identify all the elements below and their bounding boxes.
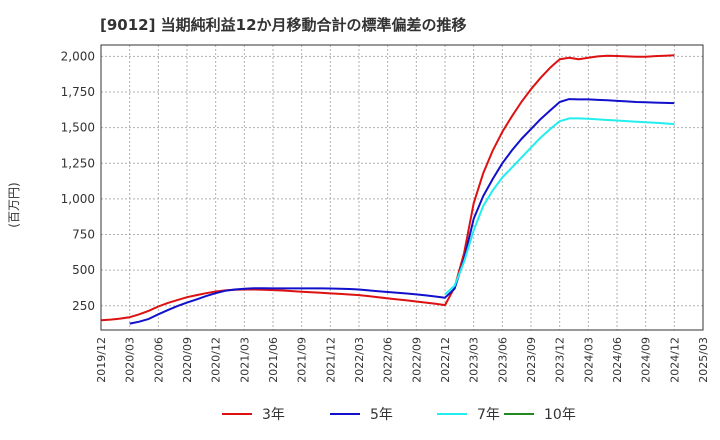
x-tick-label: 2021/06 — [267, 337, 280, 383]
legend-label: 10年 — [544, 407, 576, 423]
x-tick-label: 2023/03 — [468, 337, 481, 383]
grid-layer — [100, 45, 704, 330]
y-tick-label: 1,750 — [61, 85, 95, 99]
series-line-7年 — [444, 117, 675, 296]
y-axis-label: (百万円) — [7, 182, 21, 227]
x-tick-label: 2024/06 — [611, 337, 624, 383]
x-tick-label: 2022/06 — [382, 337, 395, 383]
x-tick-label: 2023/06 — [496, 337, 509, 383]
x-tick-label: 2020/03 — [124, 337, 137, 383]
x-tick-label: 2019/12 — [95, 337, 108, 383]
series-line-3年 — [100, 54, 675, 322]
legend: 3年 5年 7年 10年 — [222, 407, 576, 423]
y-tick-label: 250 — [72, 299, 95, 313]
x-tick-label: 2020/09 — [181, 337, 194, 383]
y-tick-label: 2,000 — [61, 49, 95, 63]
chart-title: [9012] 当期純利益12か月移動合計の標準偏差の推移 — [100, 16, 467, 34]
x-tick-label: 2024/03 — [582, 337, 595, 383]
x-tick-label: 2023/09 — [525, 337, 538, 383]
x-tick-label: 2022/09 — [410, 337, 423, 383]
x-tick-label: 2020/06 — [152, 337, 165, 383]
y-tick-label: 500 — [72, 263, 95, 277]
x-tick-label: 2020/12 — [210, 337, 223, 383]
y-tick-label: 1,250 — [61, 156, 95, 170]
x-tick-label: 2021/03 — [238, 337, 251, 383]
y-axis-ticks: 250 500 750 1,000 1,250 1,500 1,750 2,000 — [61, 49, 95, 312]
plot-frame — [100, 44, 704, 331]
x-tick-label: 2024/12 — [668, 337, 681, 383]
series-line-5年 — [129, 98, 675, 325]
x-tick-label: 2021/12 — [324, 337, 337, 383]
legend-label: 7年 — [477, 407, 500, 423]
x-tick-label: 2022/12 — [439, 337, 452, 383]
legend-label: 3年 — [262, 407, 285, 423]
x-tick-label: 2023/12 — [554, 337, 567, 383]
x-axis-ticks: 2019/12 2020/03 2020/06 2020/09 2020/12 2021/… — [95, 337, 710, 383]
y-tick-label: 750 — [72, 228, 95, 242]
y-tick-label: 1,000 — [61, 192, 95, 206]
x-tick-label: 2022/03 — [353, 337, 366, 383]
x-tick-label: 2025/03 — [697, 337, 710, 383]
x-tick-label: 2021/09 — [296, 337, 309, 383]
legend-label: 5年 — [370, 407, 393, 423]
x-tick-label: 2024/09 — [640, 337, 653, 383]
y-tick-label: 1,500 — [61, 121, 95, 135]
series-layer — [100, 54, 675, 325]
